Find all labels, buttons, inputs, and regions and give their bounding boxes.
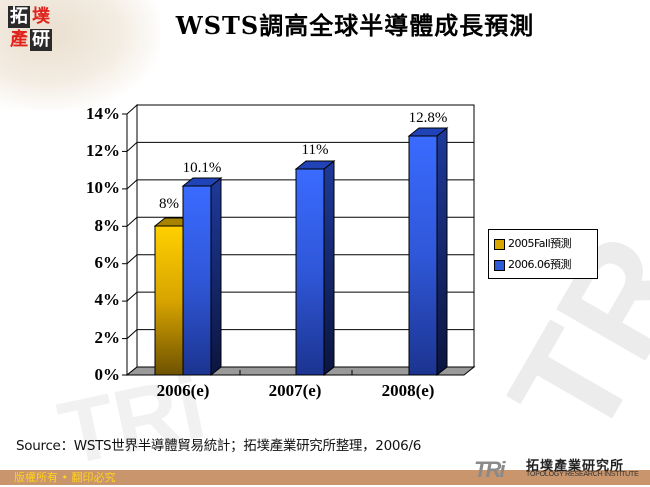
copyright-text: 版權所有 • 翻印必究 [14,471,116,484]
y-tick-0: 0% [94,365,121,384]
bar-2007-2006jun [294,159,336,377]
y-tick-8: 8% [94,216,121,235]
data-label-2006-2005fall: 8% [159,196,179,212]
tri-mark-text: TRi [474,457,505,482]
y-tick-14: 14% [86,104,120,123]
y-tick-2: 2% [94,328,121,347]
bar-2008-2006jun [407,126,449,377]
x-tick-2007: 2007(e) [268,381,322,400]
source-note: Source：WSTS世界半導體貿易統計；拓墣產業研究所整理，2006/6 [16,438,421,454]
legend-item-2005fall: 2005Fall預測 [494,236,572,252]
data-label-2008-2006jun: 12.8% [408,110,448,126]
legend-label: 2005Fall預測 [508,237,572,250]
logo-char-4: 研 [30,29,52,51]
y-tick-10: 10% [86,178,120,197]
page-title: WSTS調高全球半導體成長預測 [175,11,535,40]
tri-logo-mark: TRi [474,457,505,483]
y-tick-12: 12% [86,141,120,160]
x-tick-2006: 2006(e) [156,381,210,400]
legend-swatch-blue [494,259,505,271]
logo-char-1: 拓 [8,6,30,28]
footer-bar: 版權所有 • 翻印必究 [0,470,650,485]
org-name-cn: 拓墣產業研究所 [526,459,625,474]
legend-swatch-gold [494,238,505,250]
y-tick-6: 6% [94,253,121,272]
data-label-2006-2006jun: 10.1% [182,160,222,176]
logo: 拓 墣 產 研 [8,6,52,52]
x-tick-2008: 2008(e) [381,381,435,400]
chart-legend: 2005Fall預測 2006.06預測 [488,229,598,279]
y-tick-4: 4% [94,290,121,309]
legend-label: 2006.06預測 [508,258,572,271]
org-name-en: TOPOLOGY RESEARCH INSTITUTE [526,471,639,478]
data-label-2007-2006jun: 11% [301,142,329,158]
tri-logo: TRi 拓墣產業研究所 TOPOLOGY RESEARCH INSTITUTE [474,455,650,483]
logo-char-3: 產 [10,29,28,50]
logo-char-2: 墣 [32,6,50,27]
legend-item-2006jun: 2006.06預測 [494,257,572,273]
bar-2006-2006jun [181,176,223,377]
